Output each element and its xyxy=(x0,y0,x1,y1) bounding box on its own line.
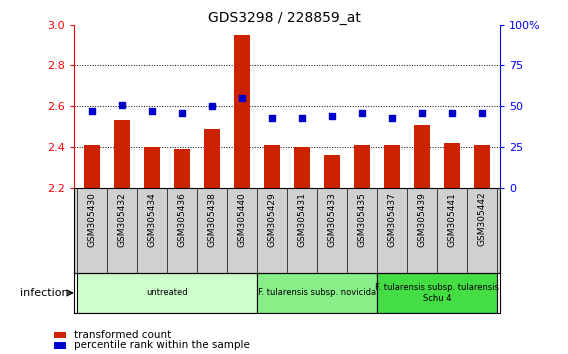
Text: F. tularensis subsp. tularensis
Schu 4: F. tularensis subsp. tularensis Schu 4 xyxy=(375,283,499,303)
Bar xyxy=(144,147,160,188)
Bar xyxy=(444,143,460,188)
Text: GSM305435: GSM305435 xyxy=(357,192,366,247)
Bar xyxy=(414,125,430,188)
Bar xyxy=(233,35,250,188)
Bar xyxy=(264,145,280,188)
Text: GSM305430: GSM305430 xyxy=(87,192,97,247)
Text: GSM305440: GSM305440 xyxy=(237,192,247,247)
Point xyxy=(177,110,186,115)
Text: GSM305431: GSM305431 xyxy=(297,192,306,247)
Text: GDS3298 / 228859_at: GDS3298 / 228859_at xyxy=(207,11,361,25)
Text: GSM305434: GSM305434 xyxy=(147,192,156,247)
Text: GSM305429: GSM305429 xyxy=(268,192,277,247)
Text: infection: infection xyxy=(19,288,68,298)
Point xyxy=(207,103,216,109)
Text: GSM305432: GSM305432 xyxy=(118,192,126,247)
Bar xyxy=(257,273,377,313)
Text: GSM305438: GSM305438 xyxy=(207,192,216,247)
Point xyxy=(447,110,456,115)
Bar xyxy=(354,145,370,188)
Bar xyxy=(83,145,100,188)
Point xyxy=(268,115,277,120)
Bar xyxy=(294,147,310,188)
Bar xyxy=(324,155,340,188)
Text: F. tularensis subsp. novicida: F. tularensis subsp. novicida xyxy=(258,289,376,297)
Text: GSM305436: GSM305436 xyxy=(177,192,186,247)
Text: GSM305441: GSM305441 xyxy=(448,192,456,247)
Text: GSM305442: GSM305442 xyxy=(477,192,486,246)
Text: GSM305433: GSM305433 xyxy=(327,192,336,247)
Point xyxy=(327,113,336,119)
Point xyxy=(118,102,127,107)
Point xyxy=(477,110,486,115)
Bar xyxy=(383,145,400,188)
Point xyxy=(237,95,247,101)
Point xyxy=(87,108,97,114)
Bar xyxy=(377,273,497,313)
Point xyxy=(387,115,396,120)
Bar xyxy=(174,149,190,188)
Point xyxy=(357,110,366,115)
Bar xyxy=(203,129,220,188)
Text: percentile rank within the sample: percentile rank within the sample xyxy=(74,340,250,350)
Point xyxy=(297,115,306,120)
Bar xyxy=(474,145,490,188)
Bar xyxy=(114,120,130,188)
Text: GSM305437: GSM305437 xyxy=(387,192,396,247)
Text: untreated: untreated xyxy=(146,289,187,297)
Point xyxy=(417,110,427,115)
Text: GSM305439: GSM305439 xyxy=(417,192,427,247)
Point xyxy=(147,108,156,114)
Bar xyxy=(77,273,257,313)
Text: transformed count: transformed count xyxy=(74,330,171,339)
